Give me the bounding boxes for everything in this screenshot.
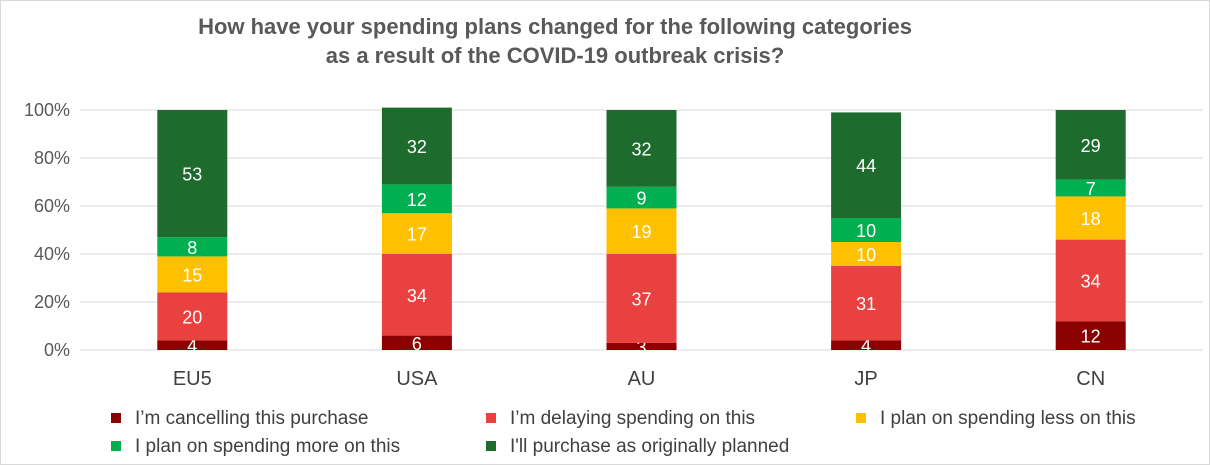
bar-segment xyxy=(381,213,452,254)
legend-swatch xyxy=(111,413,121,423)
data-label: 3 xyxy=(636,337,646,357)
bar-segment xyxy=(1055,179,1126,197)
data-label: 4 xyxy=(861,336,871,356)
bar-segment xyxy=(381,254,452,336)
data-label: 44 xyxy=(856,156,876,176)
bar-segment xyxy=(606,342,677,350)
data-label: 29 xyxy=(1081,136,1101,156)
data-label: 34 xyxy=(1081,271,1101,291)
bar-segment xyxy=(1055,196,1126,240)
y-tick-label: 40% xyxy=(34,244,70,264)
bar-segment xyxy=(381,107,452,185)
data-label: 12 xyxy=(1081,327,1101,347)
bar-segment xyxy=(157,237,228,257)
bar-segment xyxy=(606,110,677,187)
data-label: 32 xyxy=(407,137,427,157)
legend-swatch xyxy=(486,413,496,423)
chart-title-line-2: as a result of the COVID-19 outbreak cri… xyxy=(325,43,785,68)
bar-segment xyxy=(157,256,228,293)
y-tick-label: 60% xyxy=(34,196,70,216)
data-label: 9 xyxy=(636,189,646,209)
bar-segment xyxy=(381,184,452,214)
bar-segment xyxy=(831,242,902,266)
legend-label: I’m cancelling this purchase xyxy=(135,408,368,429)
data-label: 15 xyxy=(182,265,202,285)
data-label: 10 xyxy=(856,245,876,265)
bar-segment xyxy=(606,186,677,209)
legend-label: I'll purchase as originally planned xyxy=(510,436,789,457)
x-category-label: JP xyxy=(854,368,877,390)
x-category-label: AU xyxy=(628,368,656,390)
data-label: 17 xyxy=(407,225,427,245)
legend-label: I plan on spending more on this xyxy=(135,436,400,457)
legend-label: I’m delaying spending on this xyxy=(510,408,755,429)
legend-label: I plan on spending less on this xyxy=(880,408,1136,429)
bar-segment xyxy=(606,254,677,343)
y-tick-label: 80% xyxy=(34,148,70,168)
y-tick-label: 20% xyxy=(34,292,70,312)
y-tick-label: 100% xyxy=(24,100,70,120)
legend-swatch xyxy=(486,441,496,451)
data-label: 10 xyxy=(856,221,876,241)
data-label: 12 xyxy=(407,190,427,210)
x-category-label: EU5 xyxy=(173,368,212,390)
y-tick-label: 0% xyxy=(44,340,70,360)
bar-segment xyxy=(831,112,902,218)
data-label: 53 xyxy=(182,165,202,185)
bar-segment xyxy=(157,110,228,238)
data-label: 32 xyxy=(631,139,651,159)
chart-title: How have your spending plans changed for… xyxy=(100,12,1010,70)
bar-segment xyxy=(831,218,902,242)
bar-segment xyxy=(1055,321,1126,350)
data-label: 34 xyxy=(407,286,427,306)
chart-title-line-1: How have your spending plans changed for… xyxy=(198,14,912,39)
bar-segment xyxy=(1055,110,1126,180)
legend-swatch xyxy=(111,441,121,451)
data-label: 4 xyxy=(187,336,197,356)
data-label: 19 xyxy=(631,222,651,242)
data-label: 37 xyxy=(631,289,651,309)
bar-segment xyxy=(157,292,228,341)
data-label: 6 xyxy=(412,334,422,354)
bar-segment xyxy=(606,208,677,254)
data-label: 8 xyxy=(187,238,197,258)
data-label: 20 xyxy=(182,307,202,327)
legend-swatch xyxy=(856,413,866,423)
bar-segment xyxy=(831,266,902,341)
bar-segment xyxy=(381,335,452,350)
bar-segment xyxy=(831,340,902,350)
x-category-label: CN xyxy=(1076,368,1105,390)
data-label: 18 xyxy=(1081,209,1101,229)
x-category-label: USA xyxy=(396,368,438,390)
bar-segment xyxy=(1055,239,1126,322)
data-label: 31 xyxy=(856,294,876,314)
data-label: 7 xyxy=(1086,179,1096,199)
bar-segment xyxy=(157,340,228,350)
